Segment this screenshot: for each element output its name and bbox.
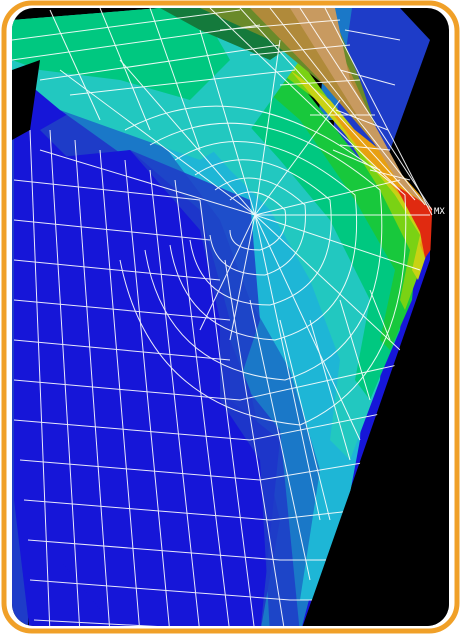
contour-band-7 <box>220 45 420 350</box>
upper-beam-green <box>12 8 230 100</box>
inner-mid-wedge <box>130 150 300 626</box>
mesh-overlay <box>12 8 433 626</box>
left-notch-mask <box>12 60 40 140</box>
contour-band-11-max <box>395 185 432 258</box>
back-part-stripe <box>330 8 430 200</box>
twisted-surface-light <box>290 8 432 210</box>
contour-band-9 <box>290 70 430 280</box>
right-background-mask <box>300 215 449 626</box>
max-value-marker-label: MX <box>434 207 445 217</box>
